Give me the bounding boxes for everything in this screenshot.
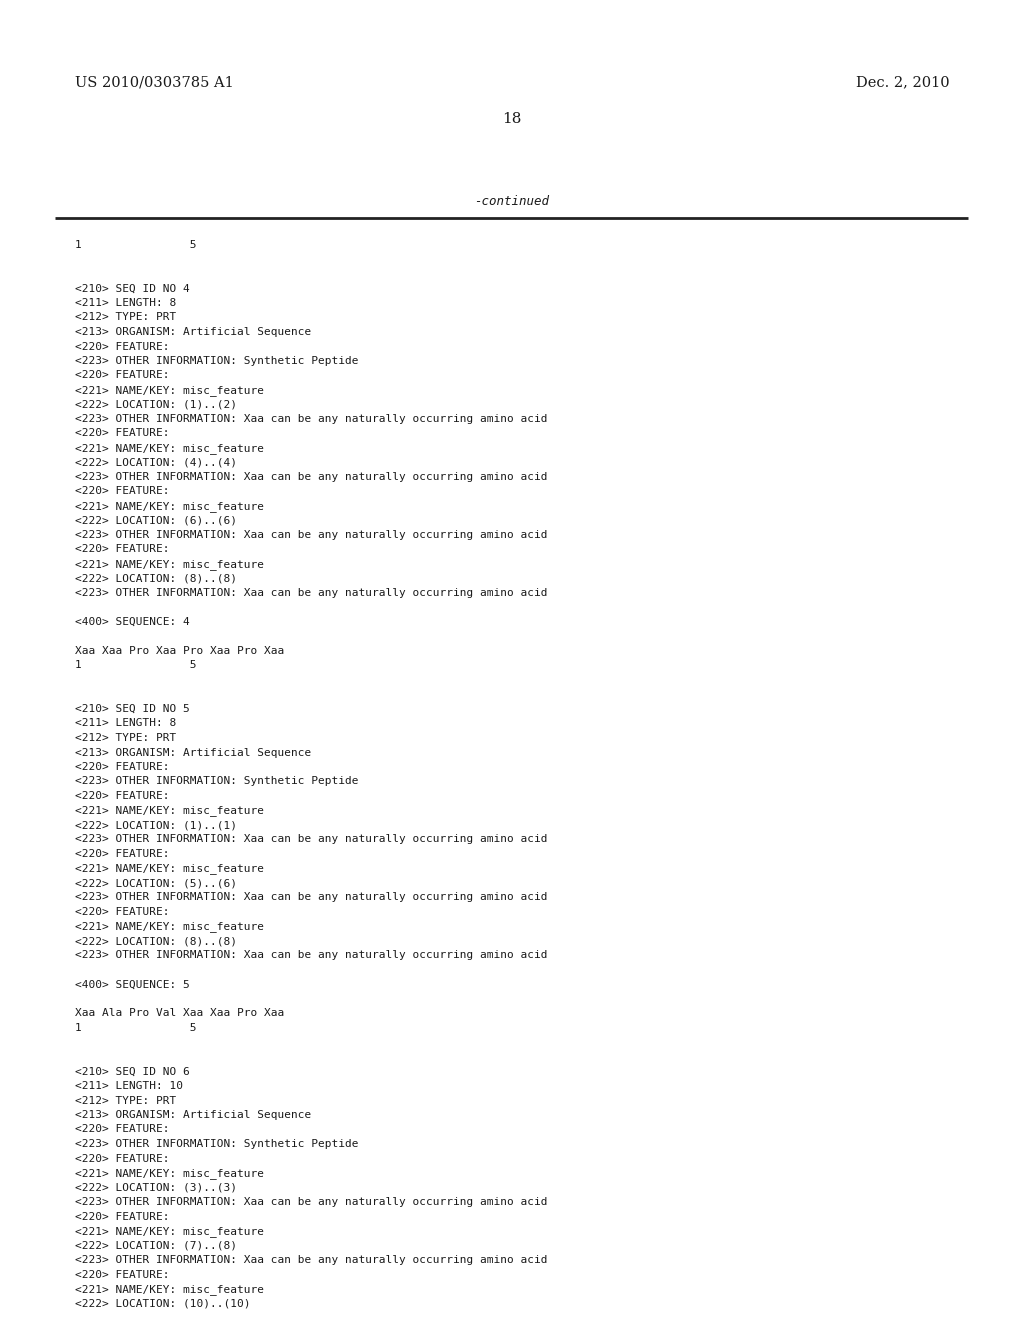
Text: Dec. 2, 2010: Dec. 2, 2010: [856, 75, 950, 88]
Text: <221> NAME/KEY: misc_feature: <221> NAME/KEY: misc_feature: [75, 385, 264, 396]
Text: <220> FEATURE:: <220> FEATURE:: [75, 1154, 170, 1163]
Text: <220> FEATURE:: <220> FEATURE:: [75, 371, 170, 380]
Text: <222> LOCATION: (7)..(8): <222> LOCATION: (7)..(8): [75, 1241, 237, 1250]
Text: <222> LOCATION: (5)..(6): <222> LOCATION: (5)..(6): [75, 878, 237, 888]
Text: <221> NAME/KEY: misc_feature: <221> NAME/KEY: misc_feature: [75, 1284, 264, 1295]
Text: <223> OTHER INFORMATION: Xaa can be any naturally occurring amino acid: <223> OTHER INFORMATION: Xaa can be any …: [75, 834, 548, 845]
Text: <220> FEATURE:: <220> FEATURE:: [75, 1270, 170, 1279]
Text: <223> OTHER INFORMATION: Xaa can be any naturally occurring amino acid: <223> OTHER INFORMATION: Xaa can be any …: [75, 531, 548, 540]
Text: <221> NAME/KEY: misc_feature: <221> NAME/KEY: misc_feature: [75, 502, 264, 512]
Text: <223> OTHER INFORMATION: Xaa can be any naturally occurring amino acid: <223> OTHER INFORMATION: Xaa can be any …: [75, 1197, 548, 1206]
Text: <212> TYPE: PRT: <212> TYPE: PRT: [75, 1096, 176, 1106]
Text: <211> LENGTH: 8: <211> LENGTH: 8: [75, 298, 176, 308]
Text: 1                5: 1 5: [75, 660, 197, 671]
Text: <220> FEATURE:: <220> FEATURE:: [75, 487, 170, 496]
Text: <222> LOCATION: (10)..(10): <222> LOCATION: (10)..(10): [75, 1299, 251, 1308]
Text: <220> FEATURE:: <220> FEATURE:: [75, 849, 170, 859]
Text: <212> TYPE: PRT: <212> TYPE: PRT: [75, 733, 176, 743]
Text: <213> ORGANISM: Artificial Sequence: <213> ORGANISM: Artificial Sequence: [75, 1110, 311, 1119]
Text: <213> ORGANISM: Artificial Sequence: <213> ORGANISM: Artificial Sequence: [75, 747, 311, 758]
Text: <223> OTHER INFORMATION: Xaa can be any naturally occurring amino acid: <223> OTHER INFORMATION: Xaa can be any …: [75, 587, 548, 598]
Text: <222> LOCATION: (3)..(3): <222> LOCATION: (3)..(3): [75, 1183, 237, 1192]
Text: <400> SEQUENCE: 5: <400> SEQUENCE: 5: [75, 979, 189, 990]
Text: <222> LOCATION: (1)..(2): <222> LOCATION: (1)..(2): [75, 400, 237, 409]
Text: <221> NAME/KEY: misc_feature: <221> NAME/KEY: misc_feature: [75, 921, 264, 932]
Text: <222> LOCATION: (6)..(6): <222> LOCATION: (6)..(6): [75, 516, 237, 525]
Text: <223> OTHER INFORMATION: Synthetic Peptide: <223> OTHER INFORMATION: Synthetic Pepti…: [75, 1139, 358, 1148]
Text: <220> FEATURE:: <220> FEATURE:: [75, 1212, 170, 1221]
Text: <210> SEQ ID NO 4: <210> SEQ ID NO 4: [75, 284, 189, 293]
Text: 18: 18: [503, 112, 521, 125]
Text: <221> NAME/KEY: misc_feature: <221> NAME/KEY: misc_feature: [75, 558, 264, 570]
Text: <223> OTHER INFORMATION: Xaa can be any naturally occurring amino acid: <223> OTHER INFORMATION: Xaa can be any …: [75, 1255, 548, 1265]
Text: -continued: -continued: [474, 195, 550, 209]
Text: <222> LOCATION: (4)..(4): <222> LOCATION: (4)..(4): [75, 458, 237, 467]
Text: <221> NAME/KEY: misc_feature: <221> NAME/KEY: misc_feature: [75, 1226, 264, 1237]
Text: <212> TYPE: PRT: <212> TYPE: PRT: [75, 313, 176, 322]
Text: <220> FEATURE:: <220> FEATURE:: [75, 1125, 170, 1134]
Text: <223> OTHER INFORMATION: Synthetic Peptide: <223> OTHER INFORMATION: Synthetic Pepti…: [75, 776, 358, 787]
Text: <210> SEQ ID NO 6: <210> SEQ ID NO 6: [75, 1067, 189, 1077]
Text: <400> SEQUENCE: 4: <400> SEQUENCE: 4: [75, 616, 189, 627]
Text: Xaa Ala Pro Val Xaa Xaa Pro Xaa: Xaa Ala Pro Val Xaa Xaa Pro Xaa: [75, 1008, 285, 1019]
Text: <223> OTHER INFORMATION: Xaa can be any naturally occurring amino acid: <223> OTHER INFORMATION: Xaa can be any …: [75, 892, 548, 903]
Text: <210> SEQ ID NO 5: <210> SEQ ID NO 5: [75, 704, 189, 714]
Text: <220> FEATURE:: <220> FEATURE:: [75, 791, 170, 801]
Text: <222> LOCATION: (8)..(8): <222> LOCATION: (8)..(8): [75, 573, 237, 583]
Text: Xaa Xaa Pro Xaa Pro Xaa Pro Xaa: Xaa Xaa Pro Xaa Pro Xaa Pro Xaa: [75, 645, 285, 656]
Text: <222> LOCATION: (8)..(8): <222> LOCATION: (8)..(8): [75, 936, 237, 946]
Text: 1                5: 1 5: [75, 240, 197, 249]
Text: <223> OTHER INFORMATION: Xaa can be any naturally occurring amino acid: <223> OTHER INFORMATION: Xaa can be any …: [75, 950, 548, 961]
Text: <222> LOCATION: (1)..(1): <222> LOCATION: (1)..(1): [75, 820, 237, 830]
Text: 1                5: 1 5: [75, 1023, 197, 1034]
Text: US 2010/0303785 A1: US 2010/0303785 A1: [75, 75, 233, 88]
Text: <220> FEATURE:: <220> FEATURE:: [75, 342, 170, 351]
Text: <220> FEATURE:: <220> FEATURE:: [75, 544, 170, 554]
Text: <223> OTHER INFORMATION: Xaa can be any naturally occurring amino acid: <223> OTHER INFORMATION: Xaa can be any …: [75, 473, 548, 482]
Text: <220> FEATURE:: <220> FEATURE:: [75, 907, 170, 917]
Text: <223> OTHER INFORMATION: Synthetic Peptide: <223> OTHER INFORMATION: Synthetic Pepti…: [75, 356, 358, 366]
Text: <220> FEATURE:: <220> FEATURE:: [75, 762, 170, 772]
Text: <221> NAME/KEY: misc_feature: <221> NAME/KEY: misc_feature: [75, 863, 264, 874]
Text: <221> NAME/KEY: misc_feature: <221> NAME/KEY: misc_feature: [75, 444, 264, 454]
Text: <213> ORGANISM: Artificial Sequence: <213> ORGANISM: Artificial Sequence: [75, 327, 311, 337]
Text: <221> NAME/KEY: misc_feature: <221> NAME/KEY: misc_feature: [75, 805, 264, 816]
Text: <211> LENGTH: 8: <211> LENGTH: 8: [75, 718, 176, 729]
Text: <211> LENGTH: 10: <211> LENGTH: 10: [75, 1081, 183, 1092]
Text: <220> FEATURE:: <220> FEATURE:: [75, 429, 170, 438]
Text: <223> OTHER INFORMATION: Xaa can be any naturally occurring amino acid: <223> OTHER INFORMATION: Xaa can be any …: [75, 414, 548, 424]
Text: <221> NAME/KEY: misc_feature: <221> NAME/KEY: misc_feature: [75, 1168, 264, 1179]
